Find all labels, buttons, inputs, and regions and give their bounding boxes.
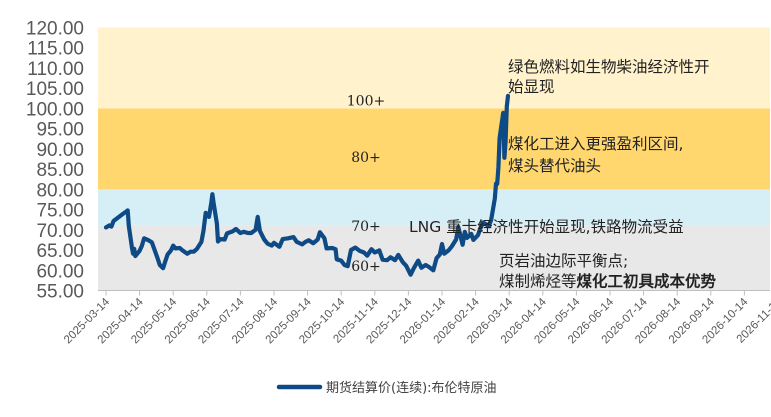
band-label-0: 60+ [351,259,381,275]
band-3 [98,27,770,109]
y-tick-label: 55.00 [36,282,84,303]
y-tick-label: 85.00 [36,160,84,181]
band-label-1: 70+ [351,219,381,235]
band-0 [98,225,770,291]
y-tick-label: 95.00 [36,120,84,141]
band-label-3: 100+ [347,93,385,109]
annotation-run: 煤制烯烃等 [499,272,577,290]
annotation-run: 绿色燃料如生物柴油经济性开 [508,58,710,76]
legend-label: 期货结算价(连续):布伦特原油 [326,380,497,396]
y-tick-label: 110.00 [27,59,84,80]
y-tick-label: 115.00 [27,39,84,60]
legend: 期货结算价(连续):布伦特原油 [276,380,497,396]
y-tick-label: 90.00 [36,140,84,161]
x-axis: 2025-03-142025-04-142025-05-142025-06-14… [62,290,771,346]
annotation-run: 煤头替代油头 [508,157,601,175]
price-bands [98,27,770,291]
annotation-2-line-0: LNG 重卡经济性开始显现,铁路物流受益 [409,218,684,236]
annotation-run: LNG 重卡经济性开始显现,铁路物流受益 [409,218,684,236]
annotation-3-line-1: 煤制烯烃等煤化工初具成本优势 [499,271,717,290]
y-tick-label: 70.00 [36,221,84,242]
series-line-0 [103,93,511,277]
y-tick-label: 120.00 [26,19,84,40]
annotation-0-line-1: 始显现 [508,78,555,96]
y-tick-label: 80.00 [36,180,84,201]
y-tick-label: 60.00 [36,261,84,282]
y-tick-label: 105.00 [26,79,84,100]
annotation-3-line-0: 页岩油边际平衡点; [499,252,628,270]
y-tick-label: 100.00 [26,99,84,120]
annotation-run: 煤化工初具成本优势 [577,271,717,290]
band-labels: 60+ 70+ 80+ 100+ [347,93,385,275]
annotation-0-line-0: 绿色燃料如生物柴油经济性开 [508,58,710,76]
annotation-1-line-1: 煤头替代油头 [508,157,601,175]
annotation-run: 煤化工进入更强盈利区间, [508,135,683,153]
annotation-1-line-0: 煤化工进入更强盈利区间, [508,135,683,153]
y-tick-label: 65.00 [36,241,84,262]
y-tick-label: 75.00 [36,201,84,222]
annotation-run: 始显现 [508,78,555,96]
band-2 [98,108,770,190]
y-axis: 55.0060.0065.0070.0075.0080.0085.0090.00… [26,19,84,303]
band-label-2: 80+ [351,150,381,166]
annotation-run: 页岩油边际平衡点; [499,252,628,270]
series-layer [103,93,511,277]
